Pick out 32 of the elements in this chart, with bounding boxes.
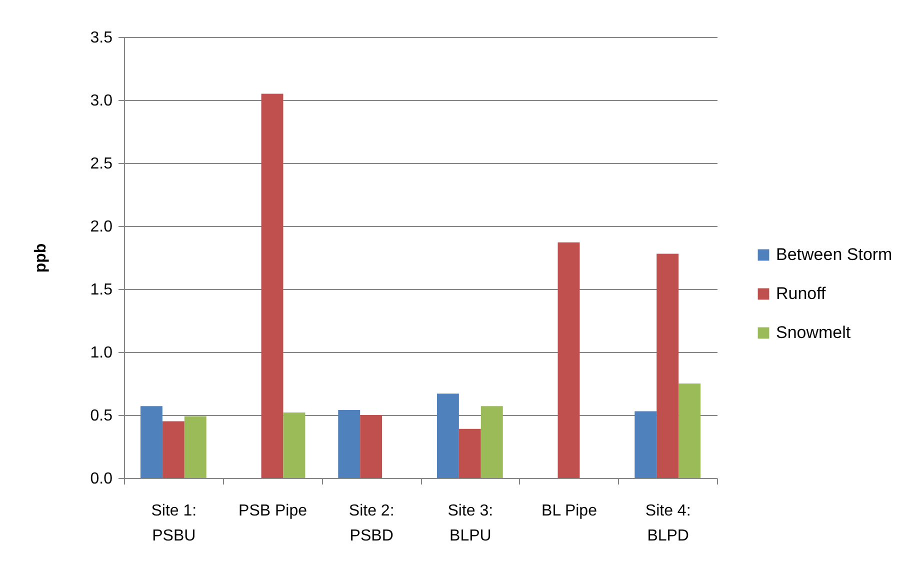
- bar: [678, 384, 701, 478]
- bar: [634, 411, 657, 478]
- bar: [436, 394, 459, 478]
- x-tick-label: Site 4: BLPD: [645, 502, 691, 544]
- bar: [283, 412, 306, 478]
- x-tick-label: Site 1: PSBU: [151, 502, 197, 544]
- y-tick-label: 3.0: [90, 92, 113, 110]
- bar: [162, 421, 184, 478]
- x-tick-label: Site 2: PSBD: [348, 502, 394, 544]
- y-tick-label: 1.0: [90, 344, 113, 362]
- x-tick-label: PSB Pipe: [238, 502, 308, 520]
- y-tick-label: 2.0: [90, 218, 113, 236]
- bar: [360, 415, 382, 478]
- bar: [558, 242, 580, 478]
- y-tick-label: 2.5: [90, 156, 113, 172]
- bar: [261, 94, 284, 478]
- bar: [338, 410, 360, 478]
- bar: [140, 406, 162, 478]
- legend-label: Runoff: [776, 284, 826, 303]
- y-tick-label: 1.5: [90, 282, 113, 298]
- bar: [458, 428, 481, 478]
- legend-label: Snowmelt: [776, 322, 851, 342]
- bar: [184, 416, 206, 478]
- bar: [480, 406, 503, 478]
- x-tick-label: Site 3: BLPU: [448, 502, 494, 544]
- legend-label: Between Storm: [776, 244, 892, 264]
- y-axis-title: ppb: [32, 243, 50, 273]
- y-tick-label: 0.5: [90, 408, 113, 424]
- bar: [656, 254, 679, 478]
- x-tick-label: BL Pipe: [542, 502, 598, 520]
- y-tick-label: 0.0: [90, 470, 113, 488]
- y-tick-label: 3.5: [90, 30, 113, 46]
